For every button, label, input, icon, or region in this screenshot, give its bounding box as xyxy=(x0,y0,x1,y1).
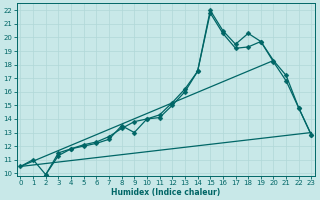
X-axis label: Humidex (Indice chaleur): Humidex (Indice chaleur) xyxy=(111,188,220,197)
